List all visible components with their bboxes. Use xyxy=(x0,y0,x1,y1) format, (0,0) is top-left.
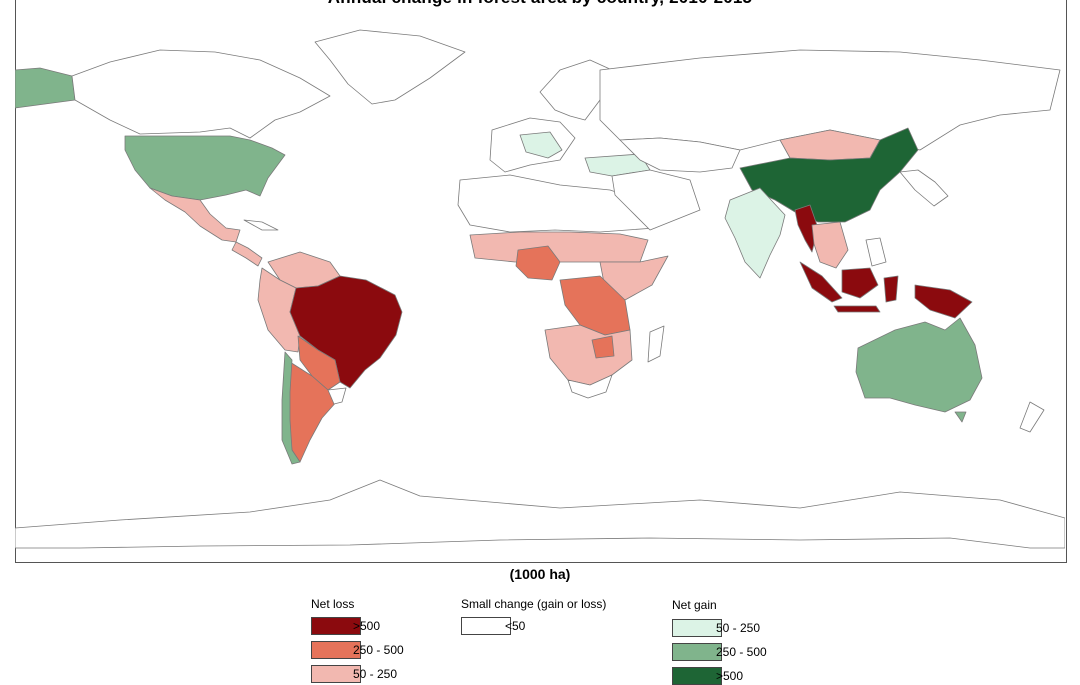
legend-net-gain-heading: Net gain xyxy=(672,598,717,612)
region-myanmar xyxy=(794,204,819,253)
region-antarctica xyxy=(15,479,1065,549)
region-sahel xyxy=(469,231,649,263)
region-australia xyxy=(855,317,983,413)
region-borneo xyxy=(841,267,879,299)
map-frame xyxy=(15,0,1067,563)
region-tasmania xyxy=(954,411,967,423)
region-uruguay xyxy=(327,387,347,405)
legend-label-loss-gt500: >500 xyxy=(353,619,381,633)
region-sulawesi xyxy=(883,275,899,303)
region-south-africa xyxy=(567,374,613,399)
region-central-america xyxy=(231,241,263,267)
legend-swatch-gain-gt500 xyxy=(672,667,722,685)
region-sumatra xyxy=(799,261,843,303)
region-kazakhstan xyxy=(619,137,741,173)
region-bolivia-paraguay xyxy=(297,335,341,391)
legend-net-loss-heading: Net loss xyxy=(311,597,355,611)
region-alaska xyxy=(15,67,76,109)
legend-swatch-loss-250-500 xyxy=(311,641,361,659)
legend-label-loss-250-500: 250 - 500 xyxy=(353,643,404,657)
region-new-zealand xyxy=(1019,401,1045,433)
map-title: Annual change in forest area by country,… xyxy=(0,0,1080,8)
region-colombia-peru-ecuador xyxy=(257,267,301,353)
region-cuba xyxy=(243,219,279,231)
region-madagascar xyxy=(647,325,665,363)
region-japan-korea xyxy=(899,169,949,207)
legend-small-change-heading: Small change (gain or loss) xyxy=(461,597,607,611)
legend-label-loss-50-250: 50 - 250 xyxy=(353,667,398,681)
legend-label-gain-50-250: 50 - 250 xyxy=(716,621,761,635)
legend-label-gain-250-500: 250 - 500 xyxy=(716,645,767,659)
region-china xyxy=(739,127,919,223)
world-map xyxy=(15,29,1065,549)
region-brazil xyxy=(289,275,403,389)
legend-swatch-small xyxy=(461,617,511,635)
region-europe-gain xyxy=(519,131,563,159)
region-mainland-se-asia xyxy=(811,221,849,269)
region-nigeria xyxy=(515,245,561,281)
region-middle-east xyxy=(611,169,701,231)
region-india xyxy=(724,187,786,279)
legend-swatch-loss-gt500 xyxy=(311,617,361,635)
legend-label-small: <50 xyxy=(505,619,526,633)
region-zimbabwe xyxy=(591,335,615,359)
region-java xyxy=(833,305,881,313)
legend-swatch-gain-50-250 xyxy=(672,619,722,637)
region-canada xyxy=(71,49,331,139)
region-chile xyxy=(281,351,301,465)
legend-label-gain-gt500: >500 xyxy=(716,669,744,683)
unit-label: (1000 ha) xyxy=(509,566,571,582)
region-philippines xyxy=(865,237,887,267)
region-greenland xyxy=(314,29,466,105)
region-usa xyxy=(124,135,286,201)
legend-swatch-gain-250-500 xyxy=(672,643,722,661)
region-new-guinea xyxy=(914,284,973,319)
region-mexico xyxy=(149,187,241,243)
region-north-africa xyxy=(457,174,656,233)
region-southern-africa xyxy=(544,324,633,386)
